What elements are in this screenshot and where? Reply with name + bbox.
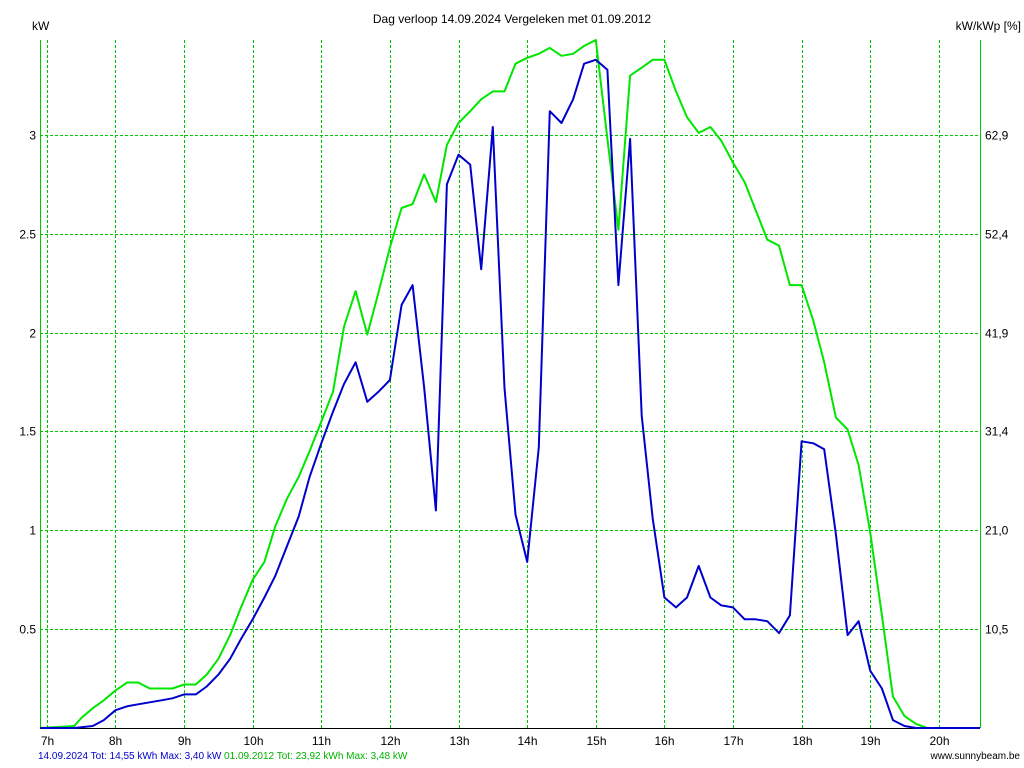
x-tick-label: 19h (860, 734, 880, 748)
x-tick-label: 18h (792, 734, 812, 748)
label-layer: 7h 8h 9h 10h 11h 12h 13h 14h 15h 16h 17h 18h 19h 20h 0… (19, 129, 1008, 749)
x-tick-label: 8h (109, 734, 122, 748)
x-tick-label: 13h (449, 734, 469, 748)
x-tick-label: 7h (41, 734, 54, 748)
x-tick-label: 17h (723, 734, 743, 748)
y-axis-right-label: kW/kWp [%] (956, 19, 1021, 33)
series-layer (39, 39, 980, 729)
footer-series-a: 14.09.2024 Tot: 14,55 kWh Max: 3,40 kW (38, 751, 222, 762)
axis-layer (40, 40, 981, 729)
x-tick-label: 16h (654, 734, 674, 748)
y-axis-left-label: kW (32, 19, 50, 33)
y-tick-label-right: 31,4 (985, 425, 1009, 439)
y-tick-label-right: 41,9 (985, 327, 1009, 341)
y-tick-label-left: 3 (29, 129, 36, 143)
x-tick-label: 15h (586, 734, 606, 748)
chart-title: Dag verloop 14.09.2024 Vergeleken met 01… (373, 12, 652, 26)
x-tick-label: 14h (517, 734, 537, 748)
y-tick-label-left: 0.5 (19, 623, 36, 637)
y-tick-label-left: 1.5 (19, 425, 36, 439)
x-tick-label: 12h (380, 734, 400, 748)
series-line-01-09-2012 (39, 39, 980, 729)
x-tick-label: 10h (243, 734, 263, 748)
y-tick-label-left: 2.5 (19, 228, 36, 242)
y-tick-label-right: 10,5 (985, 623, 1009, 637)
y-tick-label-right: 52,4 (985, 228, 1009, 242)
x-tick-label: 11h (312, 734, 331, 748)
footer-site: www.sunnybeam.be (930, 751, 1021, 762)
x-tick-label: 20h (929, 734, 949, 748)
y-tick-label-left: 2 (29, 327, 36, 341)
y-tick-label-right: 21,0 (985, 524, 1009, 538)
footer-legend: 14.09.2024 Tot: 14,55 kWh Max: 3,40 kW 0… (38, 751, 407, 762)
grid-layer (40, 40, 980, 728)
y-tick-label-left: 1 (29, 524, 36, 538)
y-tick-label-right: 62,9 (985, 129, 1009, 143)
footer-series-b: 01.09.2012 Tot: 23,92 kWh Max: 3,48 kW (224, 751, 408, 762)
series-line-14-09-2024 (40, 58, 980, 729)
x-tick-label: 9h (178, 734, 191, 748)
